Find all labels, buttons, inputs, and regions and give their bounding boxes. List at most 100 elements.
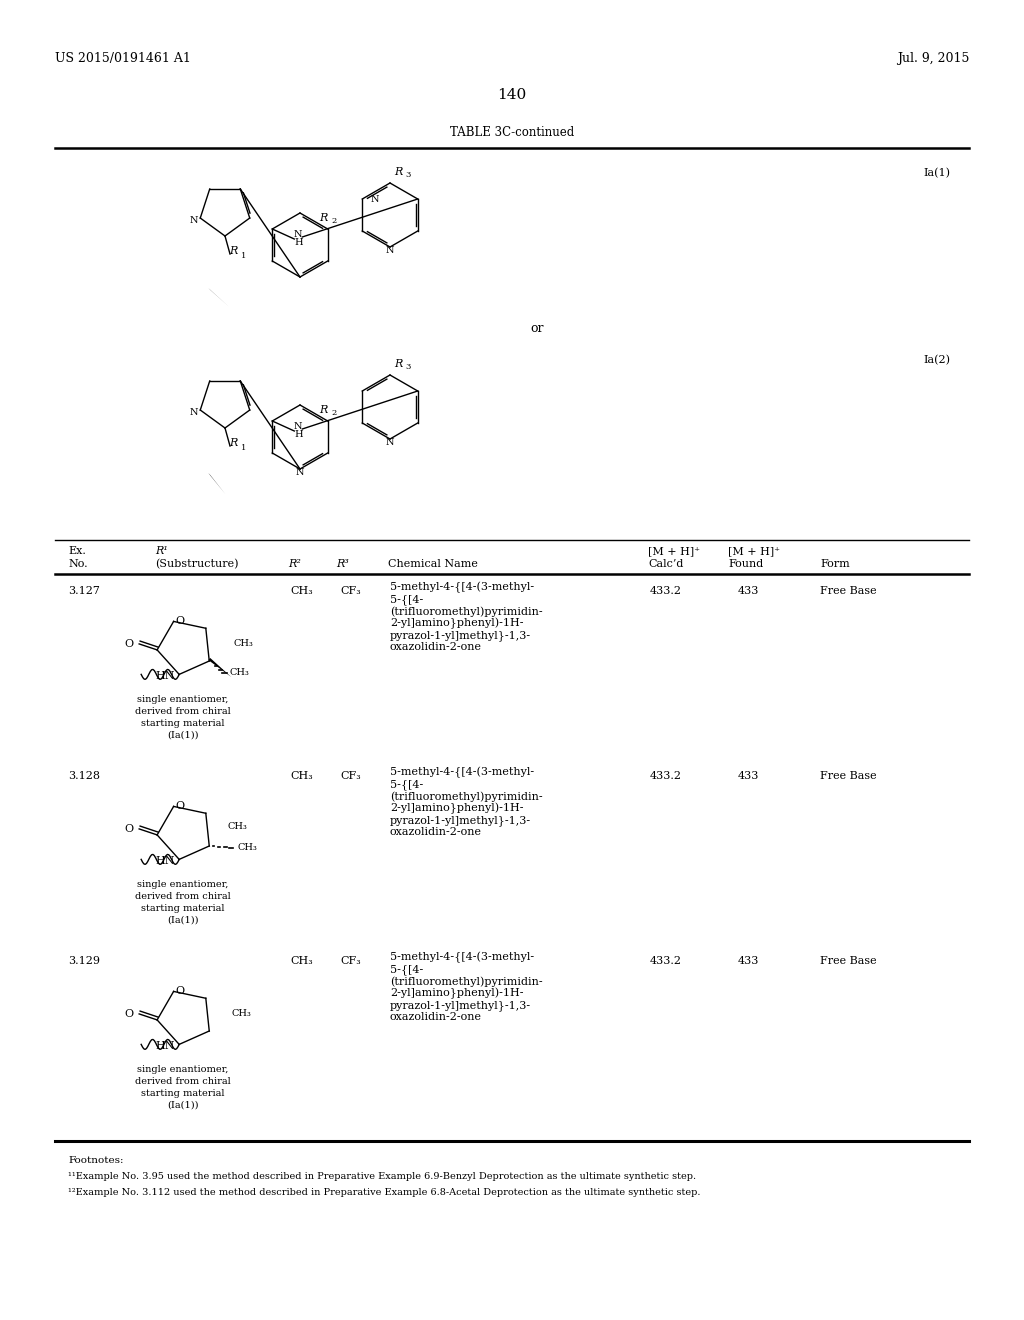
Text: 433.2: 433.2 xyxy=(650,771,682,781)
Text: single enantiomer,: single enantiomer, xyxy=(137,880,228,888)
Text: CF₃: CF₃ xyxy=(340,956,360,966)
Text: (Ia(1)): (Ia(1)) xyxy=(167,1101,199,1110)
Text: 2: 2 xyxy=(331,409,336,417)
Text: HN: HN xyxy=(156,1041,175,1052)
Text: 5-{[4-: 5-{[4- xyxy=(390,779,423,789)
Text: O: O xyxy=(175,986,184,997)
Text: oxazolidin-2-one: oxazolidin-2-one xyxy=(390,642,482,652)
Text: (Substructure): (Substructure) xyxy=(155,558,239,569)
Text: HN: HN xyxy=(156,857,175,866)
Text: CH₃: CH₃ xyxy=(229,668,249,677)
Text: 433: 433 xyxy=(738,771,760,781)
Text: CH₃: CH₃ xyxy=(290,771,312,781)
Text: R: R xyxy=(319,405,328,414)
Text: derived from chiral: derived from chiral xyxy=(135,892,230,902)
Text: Calc’d: Calc’d xyxy=(648,558,683,569)
Text: No.: No. xyxy=(68,558,88,569)
Text: Found: Found xyxy=(728,558,763,569)
Text: (Ia(1)): (Ia(1)) xyxy=(167,731,199,741)
Text: R¹: R¹ xyxy=(155,546,168,556)
Text: Jul. 9, 2015: Jul. 9, 2015 xyxy=(897,51,969,65)
Text: R³: R³ xyxy=(336,558,349,569)
Polygon shape xyxy=(208,657,231,677)
Text: pyrazol-1-yl]methyl}-1,3-: pyrazol-1-yl]methyl}-1,3- xyxy=(390,630,531,640)
Text: H: H xyxy=(294,238,303,247)
Text: [M + H]⁺: [M + H]⁺ xyxy=(648,546,700,556)
Text: derived from chiral: derived from chiral xyxy=(135,708,230,715)
Text: CH₃: CH₃ xyxy=(231,1008,251,1018)
Text: (trifluoromethyl)pyrimidin-: (trifluoromethyl)pyrimidin- xyxy=(390,791,543,801)
Text: 3.129: 3.129 xyxy=(68,956,100,966)
Text: oxazolidin-2-one: oxazolidin-2-one xyxy=(390,1012,482,1022)
Text: O: O xyxy=(124,1008,133,1019)
Text: Footnotes:: Footnotes: xyxy=(68,1156,124,1166)
Text: 433.2: 433.2 xyxy=(650,586,682,597)
Text: CH₃: CH₃ xyxy=(238,843,257,853)
Text: R: R xyxy=(394,359,402,370)
Text: 433: 433 xyxy=(738,956,760,966)
Text: N: N xyxy=(189,215,199,224)
Text: 5-methyl-4-{[4-(3-methyl-: 5-methyl-4-{[4-(3-methyl- xyxy=(390,767,535,779)
Text: Form: Form xyxy=(820,558,850,569)
Text: (Ia(1)): (Ia(1)) xyxy=(167,916,199,925)
Text: Free Base: Free Base xyxy=(820,586,877,597)
Text: CH₃: CH₃ xyxy=(233,639,253,648)
Text: [M + H]⁺: [M + H]⁺ xyxy=(728,546,780,556)
Text: 433.2: 433.2 xyxy=(650,956,682,966)
Text: O: O xyxy=(175,616,184,627)
Text: N: N xyxy=(189,408,199,417)
Text: R: R xyxy=(229,246,238,256)
Text: HN: HN xyxy=(156,672,175,681)
Text: Ex.: Ex. xyxy=(68,546,86,556)
Text: ¹²Example No. 3.112 used the method described in Preparative Example 6.8-Acetal : ¹²Example No. 3.112 used the method desc… xyxy=(68,1188,700,1197)
Text: N: N xyxy=(371,194,379,203)
Text: R: R xyxy=(394,168,402,177)
Text: 3: 3 xyxy=(406,172,411,180)
Text: pyrazol-1-yl]methyl}-1,3-: pyrazol-1-yl]methyl}-1,3- xyxy=(390,1001,531,1011)
Text: O: O xyxy=(124,824,133,834)
Text: 1: 1 xyxy=(241,252,247,260)
Text: H: H xyxy=(294,430,303,440)
Text: 433: 433 xyxy=(738,586,760,597)
Text: N: N xyxy=(296,469,304,477)
Text: ¹¹Example No. 3.95 used the method described in Preparative Example 6.9-Benzyl D: ¹¹Example No. 3.95 used the method descr… xyxy=(68,1172,696,1181)
Text: O: O xyxy=(175,801,184,812)
Text: starting material: starting material xyxy=(141,904,224,913)
Text: O: O xyxy=(124,639,133,649)
Text: Ia(1): Ia(1) xyxy=(923,168,950,178)
Text: R²: R² xyxy=(288,558,301,569)
Text: 5-methyl-4-{[4-(3-methyl-: 5-methyl-4-{[4-(3-methyl- xyxy=(390,582,535,594)
Text: 3.128: 3.128 xyxy=(68,771,100,781)
Text: single enantiomer,: single enantiomer, xyxy=(137,1065,228,1074)
Text: 140: 140 xyxy=(498,88,526,102)
Text: N: N xyxy=(294,422,302,432)
Text: N: N xyxy=(386,246,394,255)
Text: 2-yl]amino}phenyl)-1H-: 2-yl]amino}phenyl)-1H- xyxy=(390,987,523,999)
Text: 3.127: 3.127 xyxy=(68,586,100,597)
Text: CH₃: CH₃ xyxy=(290,956,312,966)
Text: N: N xyxy=(386,438,394,447)
Text: 5-methyl-4-{[4-(3-methyl-: 5-methyl-4-{[4-(3-methyl- xyxy=(390,952,535,964)
Text: starting material: starting material xyxy=(141,719,224,729)
Text: 5-{[4-: 5-{[4- xyxy=(390,964,423,974)
Polygon shape xyxy=(208,288,229,308)
Text: derived from chiral: derived from chiral xyxy=(135,1077,230,1086)
Text: R: R xyxy=(229,438,238,447)
Text: 2-yl]amino}phenyl)-1H-: 2-yl]amino}phenyl)-1H- xyxy=(390,803,523,814)
Text: TABLE 3C-continued: TABLE 3C-continued xyxy=(450,125,574,139)
Text: (trifluoromethyl)pyrimidin-: (trifluoromethyl)pyrimidin- xyxy=(390,606,543,616)
Text: single enantiomer,: single enantiomer, xyxy=(137,696,228,704)
Text: CF₃: CF₃ xyxy=(340,586,360,597)
Text: Free Base: Free Base xyxy=(820,956,877,966)
Text: 2: 2 xyxy=(331,216,336,224)
Text: Free Base: Free Base xyxy=(820,771,877,781)
Text: 3: 3 xyxy=(406,363,411,371)
Text: 2-yl]amino}phenyl)-1H-: 2-yl]amino}phenyl)-1H- xyxy=(390,618,523,630)
Text: CF₃: CF₃ xyxy=(340,771,360,781)
Text: 5-{[4-: 5-{[4- xyxy=(390,594,423,605)
Text: (trifluoromethyl)pyrimidin-: (trifluoromethyl)pyrimidin- xyxy=(390,975,543,986)
Text: starting material: starting material xyxy=(141,1089,224,1098)
Text: or: or xyxy=(530,322,544,335)
Polygon shape xyxy=(208,473,225,494)
Text: pyrazol-1-yl]methyl}-1,3-: pyrazol-1-yl]methyl}-1,3- xyxy=(390,814,531,826)
